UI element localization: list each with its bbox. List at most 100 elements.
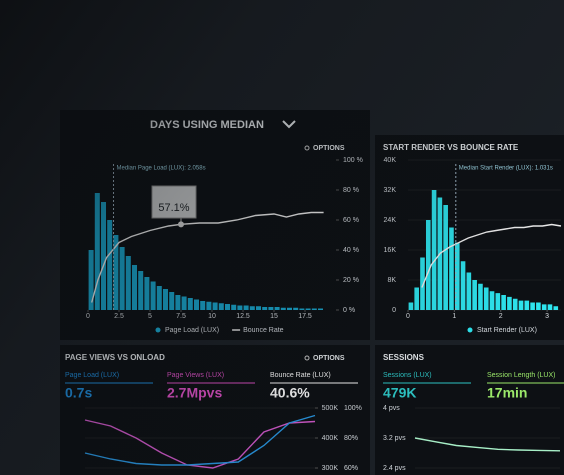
options-button[interactable]: OPTIONS xyxy=(313,355,345,362)
x-tick-label: 7.5 xyxy=(176,313,186,320)
bar xyxy=(541,304,547,310)
bar xyxy=(138,271,144,310)
bar xyxy=(478,283,483,310)
y-tick-label: 0 xyxy=(392,307,396,314)
y-tick-label: 32K xyxy=(384,187,397,194)
x-tick-label: 5 xyxy=(148,313,152,320)
panel xyxy=(375,345,564,475)
y-tick-label: 500K xyxy=(322,405,339,412)
bar xyxy=(483,287,489,310)
metric-value: 0.7s xyxy=(65,385,92,401)
legend-label: Page Load (LUX) xyxy=(165,327,219,334)
bar xyxy=(94,193,100,310)
bar xyxy=(489,291,495,310)
legend-label: Bounce Rate xyxy=(243,327,284,334)
y-tick-label: 300K xyxy=(322,465,339,472)
metric-label: Bounce Rate (LUX) xyxy=(270,372,331,379)
options-button[interactable]: OPTIONS xyxy=(313,145,345,152)
x-tick-label: 12.5 xyxy=(236,313,250,320)
bar xyxy=(495,293,501,310)
legend-marker xyxy=(467,327,473,333)
bar xyxy=(408,302,414,310)
bar xyxy=(256,306,261,310)
x-tick-label: 3 xyxy=(545,313,549,320)
y-tick-label: 4 pvs xyxy=(383,405,400,412)
metric-label: Page Views (LUX) xyxy=(167,372,224,379)
y2-tick-label: 80% xyxy=(344,435,358,442)
bar xyxy=(200,301,206,310)
x-tick-label: 15 xyxy=(270,313,278,320)
metric-value: 40.6% xyxy=(270,385,310,401)
y-tick-label: 8K xyxy=(387,277,396,284)
metric-label: Sessions (LUX) xyxy=(383,372,432,379)
y-tick-label: 3.2 pvs xyxy=(383,435,406,442)
y2-tick-label: 20 % xyxy=(343,277,359,284)
metric-value: 2.7Mpvs xyxy=(167,385,222,401)
x-tick-label: 10 xyxy=(208,313,216,320)
bar xyxy=(460,261,466,310)
bar xyxy=(431,190,437,310)
bar xyxy=(274,307,280,310)
bar xyxy=(518,300,524,310)
y2-tick-label: 60 % xyxy=(343,217,359,224)
y2-tick-label: 40 % xyxy=(343,247,359,254)
y-tick-label: 24K xyxy=(384,217,397,224)
bar xyxy=(501,295,506,310)
bar xyxy=(305,308,311,310)
bar xyxy=(311,308,317,310)
bar xyxy=(225,304,230,310)
x-tick-label: 0 xyxy=(86,313,90,320)
metric-value: 479K xyxy=(383,385,416,401)
bar xyxy=(425,220,431,310)
bar xyxy=(512,298,518,310)
bar xyxy=(125,256,131,310)
tooltip-point xyxy=(178,221,184,228)
panel-title: DAYS USING MEDIAN xyxy=(150,119,264,131)
y-tick-label: 2.4 pvs xyxy=(383,465,406,472)
y-tick-label: 16K xyxy=(384,247,397,254)
bar xyxy=(119,247,125,310)
bar xyxy=(101,202,106,310)
y2-tick-label: 0 % xyxy=(343,307,355,314)
bar xyxy=(443,205,448,310)
panel-title: SESSIONS xyxy=(383,353,425,362)
x-tick-label: 17.5 xyxy=(298,313,312,320)
y2-tick-label: 100% xyxy=(344,405,362,412)
y2-tick-label: 60% xyxy=(344,465,358,472)
bar xyxy=(156,286,162,310)
bar xyxy=(472,280,477,310)
bar xyxy=(466,272,472,310)
bar xyxy=(280,307,286,310)
bar xyxy=(268,307,274,310)
bar xyxy=(318,308,323,310)
bar xyxy=(293,307,299,310)
bar xyxy=(524,300,530,310)
bar xyxy=(243,305,249,310)
bar xyxy=(536,302,541,310)
bar xyxy=(206,301,212,310)
bar xyxy=(194,299,199,310)
metric-label: Page Load (LUX) xyxy=(65,372,119,379)
bar xyxy=(88,250,94,310)
bar xyxy=(507,296,512,310)
median-label: Median Page Load (LUX): 2.058s xyxy=(117,166,206,172)
bar xyxy=(107,220,113,310)
bar xyxy=(187,298,193,310)
tooltip-label: 57.1% xyxy=(158,202,189,214)
legend-label: Start Render (LUX) xyxy=(477,327,537,334)
x-tick-label: 0 xyxy=(406,313,410,320)
bar xyxy=(218,303,224,310)
y2-tick-label: 100 % xyxy=(343,157,363,164)
bar xyxy=(150,281,156,310)
bar xyxy=(414,287,419,310)
bar xyxy=(237,305,243,310)
y-tick-label: 40K xyxy=(384,157,397,164)
panel-title: START RENDER VS BOUNCE RATE xyxy=(383,143,519,152)
bar xyxy=(553,306,559,310)
median-label: Median Start Render (LUX): 1.031s xyxy=(459,166,553,172)
x-tick-label: 1 xyxy=(452,313,456,320)
bar xyxy=(169,292,175,310)
bar xyxy=(530,302,535,310)
bar xyxy=(262,307,268,310)
